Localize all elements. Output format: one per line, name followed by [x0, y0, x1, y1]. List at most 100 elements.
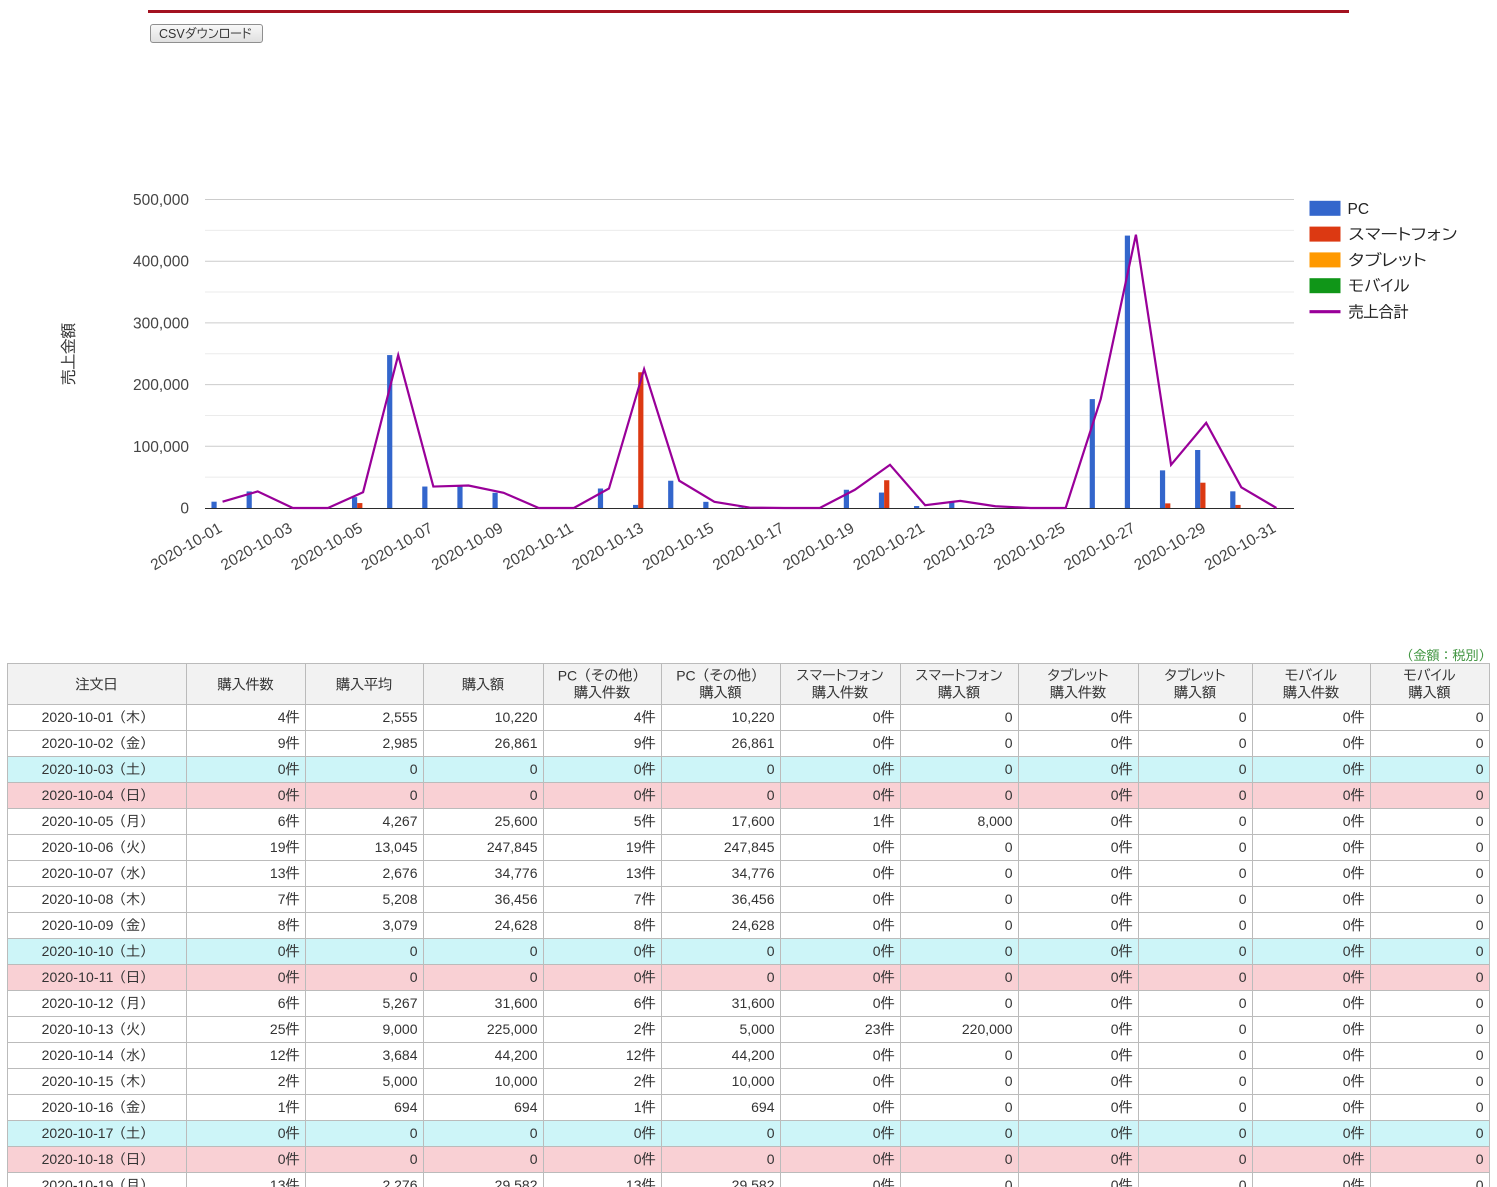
svg-text:0: 0 [1005, 917, 1013, 933]
svg-text:4,267: 4,267 [382, 813, 417, 829]
svg-text:0: 0 [873, 709, 881, 725]
svg-text:0: 0 [1239, 1177, 1247, 1187]
svg-text:694: 694 [514, 1099, 538, 1115]
svg-text:2020-10-18: 2020-10-18 [42, 1151, 114, 1167]
svg-text:2020-10-15: 2020-10-15 [640, 520, 717, 574]
svg-text:0: 0 [1343, 1073, 1351, 1089]
svg-text:0: 0 [180, 501, 189, 518]
svg-text:0: 0 [1476, 1073, 1484, 1089]
svg-text:2020-10-25: 2020-10-25 [991, 520, 1068, 574]
svg-text:0: 0 [278, 1125, 286, 1141]
svg-text:9: 9 [634, 735, 642, 751]
svg-text:6: 6 [634, 995, 642, 1011]
svg-text:5,000: 5,000 [739, 1021, 774, 1037]
svg-text:0: 0 [410, 969, 418, 985]
svg-text:0: 0 [1005, 1099, 1013, 1115]
svg-text:0: 0 [410, 761, 418, 777]
svg-text:0: 0 [1005, 735, 1013, 751]
svg-text:225,000: 225,000 [487, 1021, 538, 1037]
svg-text:2020-10-13: 2020-10-13 [569, 520, 646, 574]
svg-text:0: 0 [1343, 1047, 1351, 1063]
svg-text:0: 0 [278, 943, 286, 959]
svg-text:0: 0 [1111, 1099, 1119, 1115]
svg-text:2020-10-09: 2020-10-09 [42, 917, 114, 933]
svg-text:0: 0 [1343, 813, 1351, 829]
svg-text:2020-10-05: 2020-10-05 [42, 813, 114, 829]
svg-text:29,582: 29,582 [495, 1177, 538, 1187]
svg-text:0: 0 [1005, 761, 1013, 777]
svg-text:0: 0 [1239, 969, 1247, 985]
svg-text:0: 0 [1343, 891, 1351, 907]
svg-text:5,000: 5,000 [382, 1073, 417, 1089]
svg-text:0: 0 [1005, 943, 1013, 959]
svg-text:36,456: 36,456 [732, 891, 775, 907]
svg-text:2020-10-03: 2020-10-03 [218, 520, 295, 574]
svg-text:0: 0 [1476, 813, 1484, 829]
svg-text:0: 0 [1111, 1073, 1119, 1089]
svg-text:0: 0 [873, 891, 881, 907]
svg-text:0: 0 [530, 787, 538, 803]
svg-text:2020-10-08: 2020-10-08 [42, 891, 114, 907]
svg-text:0: 0 [1476, 1099, 1484, 1115]
svg-text:0: 0 [873, 969, 881, 985]
svg-text:0: 0 [634, 787, 642, 803]
svg-text:0: 0 [1005, 1151, 1013, 1167]
svg-text:2020-10-07: 2020-10-07 [42, 865, 114, 881]
svg-text:0: 0 [1005, 1073, 1013, 1089]
svg-text:19: 19 [270, 839, 286, 855]
svg-text:19: 19 [626, 839, 642, 855]
svg-text:0: 0 [1239, 761, 1247, 777]
svg-text:0: 0 [1343, 761, 1351, 777]
svg-text:31,600: 31,600 [495, 995, 538, 1011]
svg-text:0: 0 [767, 761, 775, 777]
svg-text:0: 0 [1343, 1021, 1351, 1037]
svg-text:2,676: 2,676 [382, 865, 417, 881]
svg-text:400,000: 400,000 [133, 254, 189, 271]
svg-text:6: 6 [278, 995, 286, 1011]
svg-text:0: 0 [873, 787, 881, 803]
svg-text:2020-10-01: 2020-10-01 [148, 520, 225, 574]
svg-text:2020-10-01: 2020-10-01 [42, 709, 114, 725]
svg-text:694: 694 [394, 1099, 418, 1115]
svg-text:0: 0 [1476, 943, 1484, 959]
svg-text:0: 0 [1005, 969, 1013, 985]
svg-text:34,776: 34,776 [495, 865, 538, 881]
svg-text:0: 0 [873, 761, 881, 777]
svg-text:0: 0 [767, 1151, 775, 1167]
svg-text:0: 0 [1005, 709, 1013, 725]
svg-text:0: 0 [1111, 1151, 1119, 1167]
svg-text:0: 0 [767, 1125, 775, 1141]
svg-text:0: 0 [1111, 891, 1119, 907]
svg-text:0: 0 [634, 1125, 642, 1141]
svg-text:0: 0 [1343, 995, 1351, 1011]
svg-text:0: 0 [1239, 1021, 1247, 1037]
svg-text:0: 0 [1111, 995, 1119, 1011]
svg-text:0: 0 [1343, 917, 1351, 933]
svg-text:0: 0 [1476, 761, 1484, 777]
svg-text:9,000: 9,000 [382, 1021, 417, 1037]
svg-text:5,267: 5,267 [382, 995, 417, 1011]
svg-text:0: 0 [1111, 735, 1119, 751]
svg-text:2020-10-27: 2020-10-27 [1061, 520, 1138, 574]
svg-text:0: 0 [1005, 787, 1013, 803]
svg-text:0: 0 [1111, 839, 1119, 855]
svg-text:0: 0 [1111, 969, 1119, 985]
svg-text:0: 0 [1111, 787, 1119, 803]
svg-text:0: 0 [1239, 787, 1247, 803]
svg-text:0: 0 [1005, 995, 1013, 1011]
svg-text:0: 0 [1476, 709, 1484, 725]
svg-text:2: 2 [634, 1021, 642, 1037]
svg-text:0: 0 [767, 943, 775, 959]
svg-text:0: 0 [530, 1151, 538, 1167]
svg-text:200,000: 200,000 [133, 377, 189, 394]
svg-text:0: 0 [410, 787, 418, 803]
svg-text:12: 12 [270, 1047, 286, 1063]
svg-text:10,220: 10,220 [732, 709, 775, 725]
svg-text:0: 0 [767, 969, 775, 985]
svg-text:2020-10-16: 2020-10-16 [42, 1099, 114, 1115]
svg-text:13,045: 13,045 [375, 839, 418, 855]
svg-text:5,208: 5,208 [382, 891, 417, 907]
svg-text:0: 0 [1239, 709, 1247, 725]
svg-text:220,000: 220,000 [962, 1021, 1013, 1037]
svg-text:2020-10-09: 2020-10-09 [429, 520, 506, 574]
